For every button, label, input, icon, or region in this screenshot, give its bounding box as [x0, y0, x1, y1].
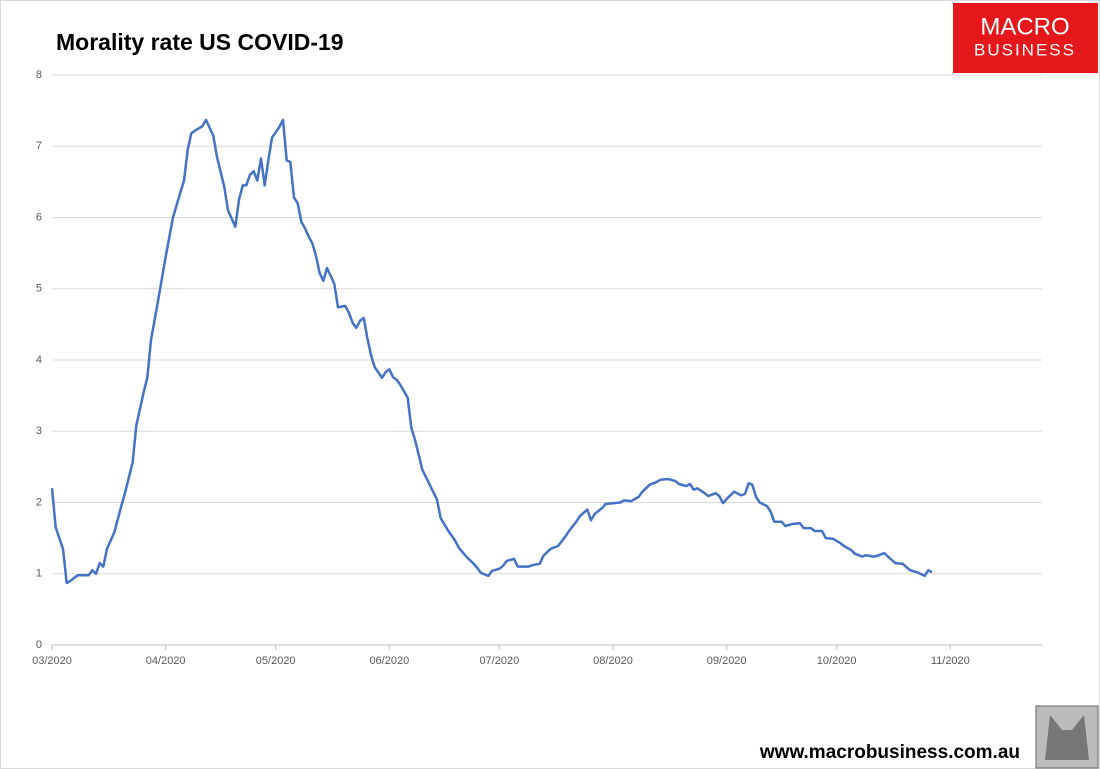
y-tick-label: 0 — [36, 639, 42, 651]
y-tick-label: 2 — [36, 496, 42, 508]
x-tick-label: 09/2020 — [707, 655, 747, 667]
y-tick-label: 3 — [36, 425, 42, 437]
logo-image — [1045, 715, 1089, 760]
x-tick-label: 07/2020 — [479, 655, 519, 667]
footer-url: www.macrobusiness.com.au — [759, 742, 1020, 763]
chart-title: Morality rate US COVID-19 — [56, 29, 344, 55]
x-tick-label: 06/2020 — [369, 655, 409, 667]
x-tick-label: 08/2020 — [593, 655, 633, 667]
y-tick-label: 7 — [36, 140, 42, 152]
logo-text: BUSINESS — [974, 40, 1076, 59]
logo-box — [953, 3, 1098, 73]
data-line — [50, 118, 933, 585]
x-tick-label: 03/2020 — [32, 655, 72, 667]
logo-text: MACRO — [980, 13, 1069, 40]
y-tick-label: 5 — [36, 283, 42, 295]
y-tick-label: 6 — [36, 211, 42, 223]
x-tick-label: 10/2020 — [817, 655, 857, 667]
x-tick-label: 04/2020 — [146, 655, 186, 667]
x-tick-label: 11/2020 — [931, 655, 970, 667]
x-tick-label: 05/2020 — [256, 655, 296, 667]
y-tick-label: 1 — [36, 568, 42, 580]
y-tick-label: 4 — [36, 354, 42, 366]
y-tick-label: 8 — [36, 69, 42, 81]
